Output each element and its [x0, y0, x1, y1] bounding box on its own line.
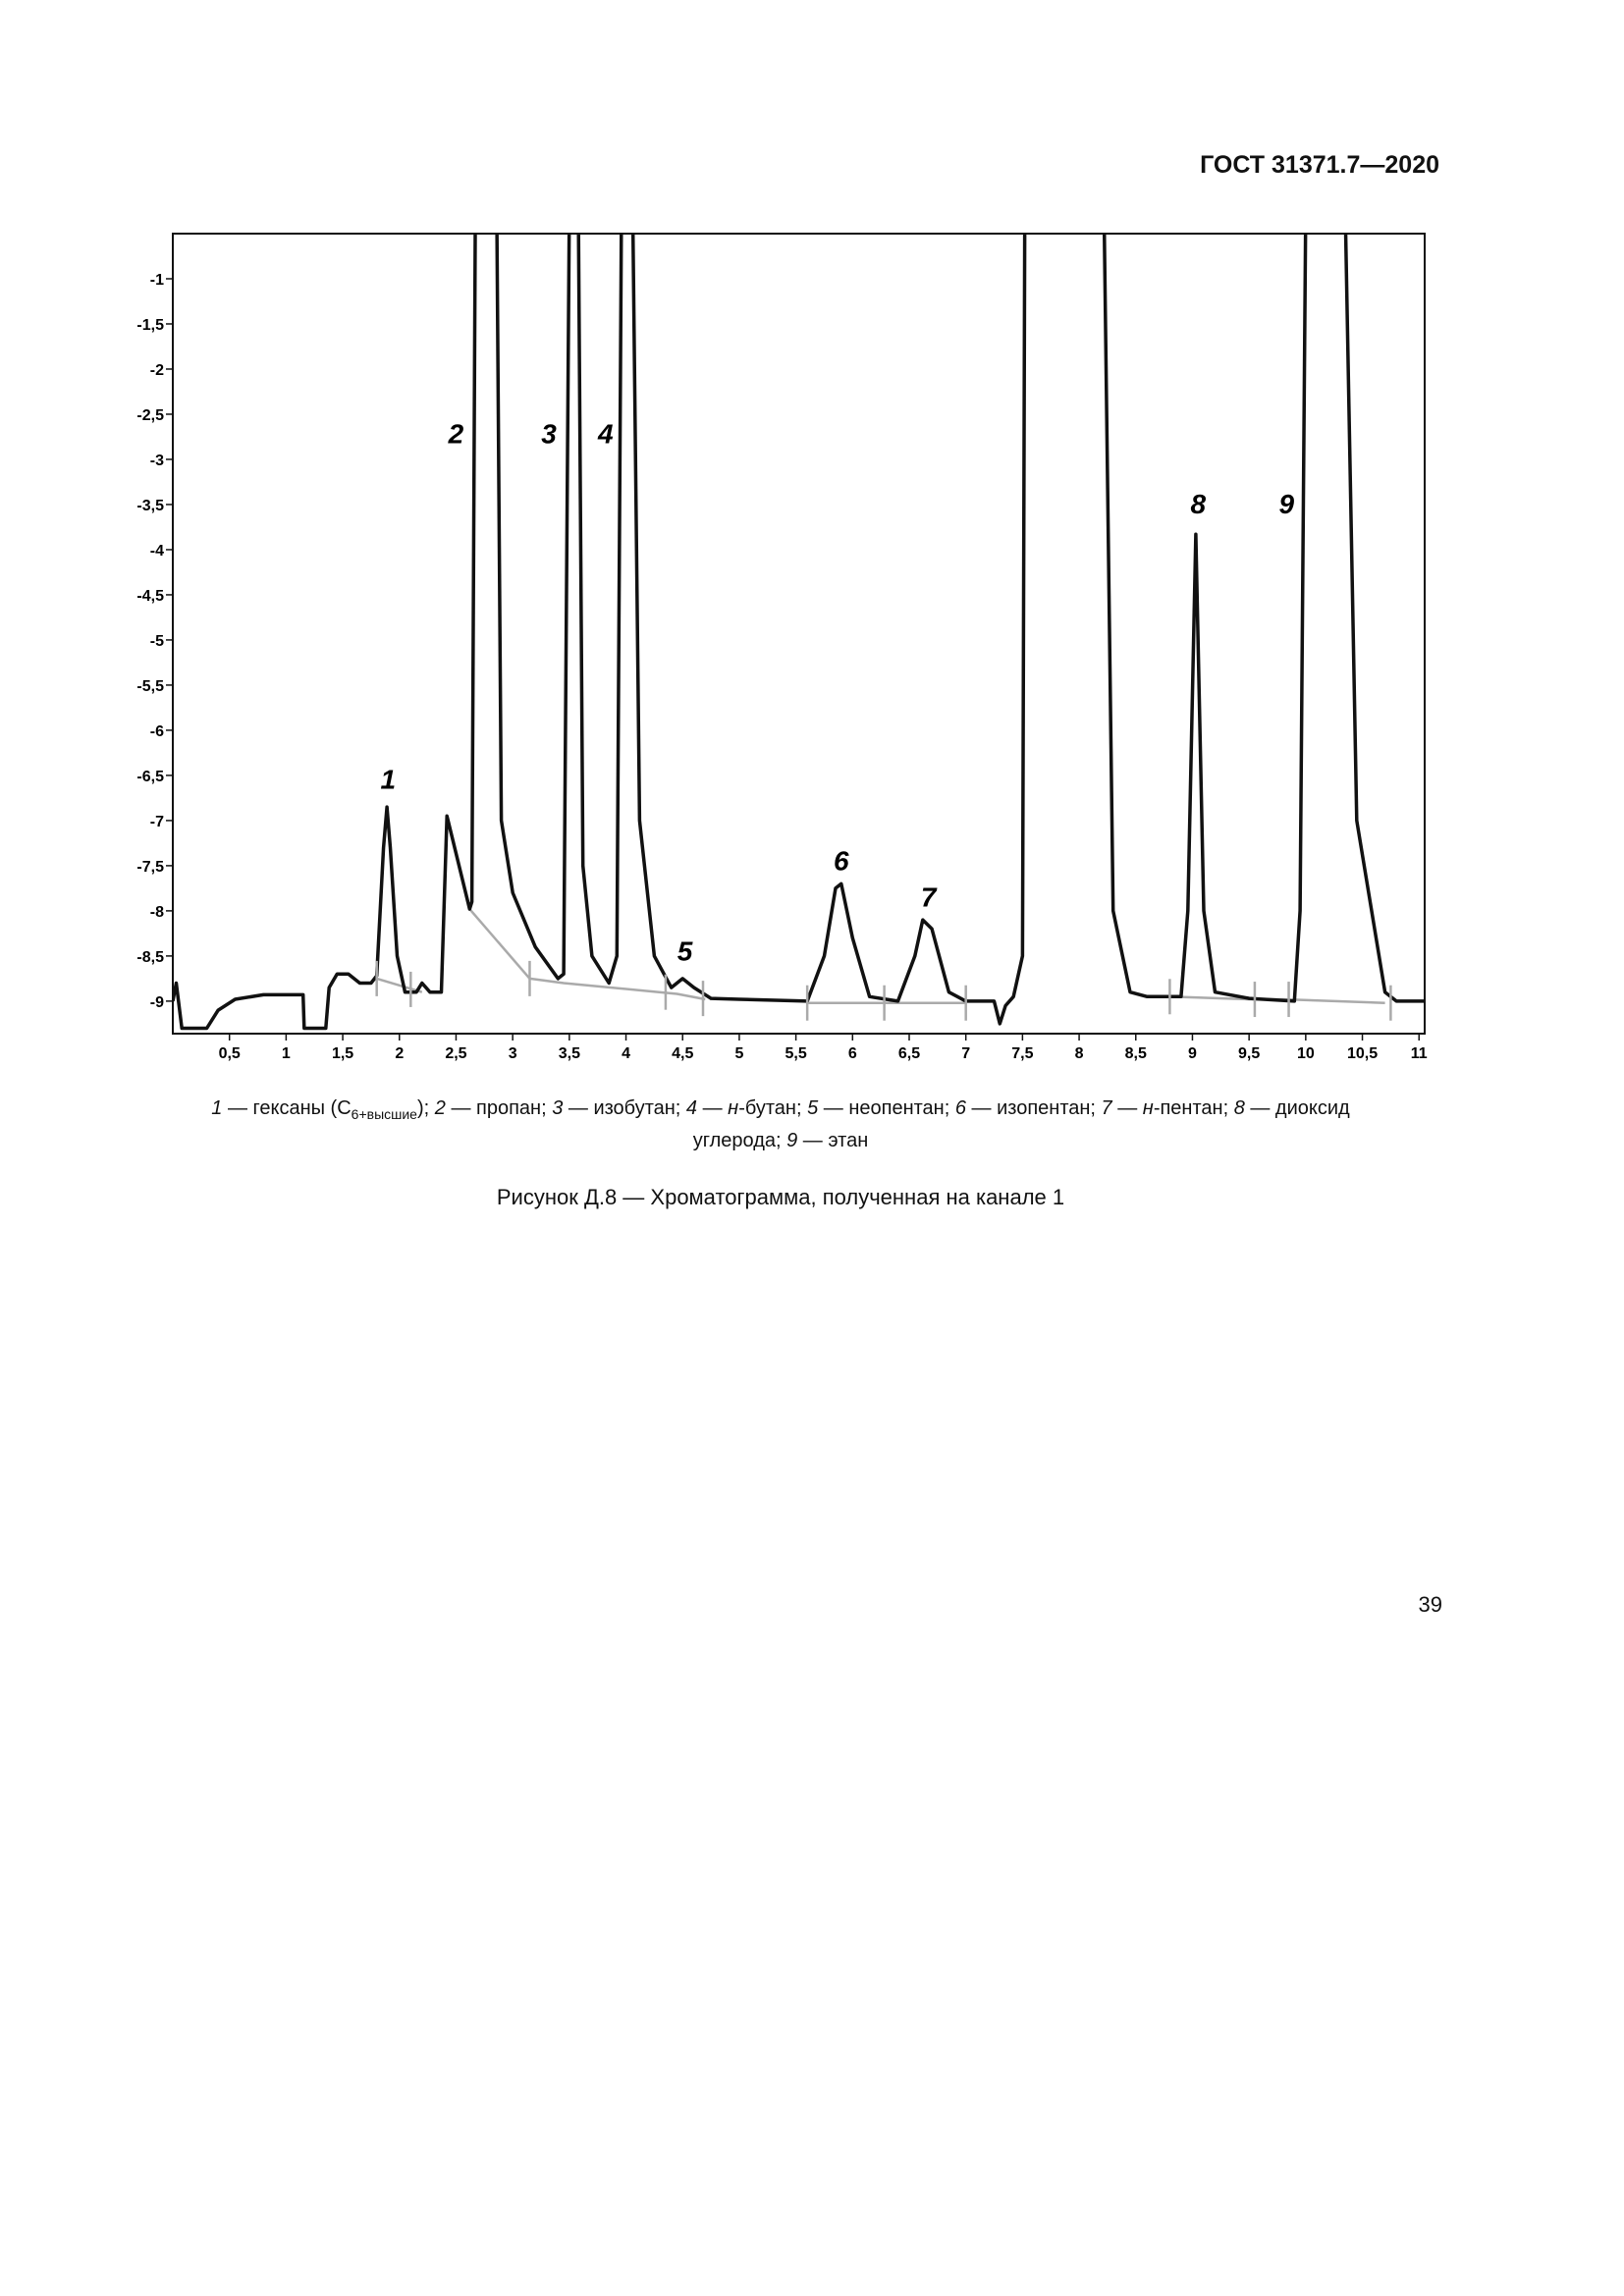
- y-tick-label: -8: [150, 904, 164, 921]
- x-tick-label: 6: [848, 1045, 857, 1062]
- legend-run: — неопентан;: [818, 1097, 955, 1119]
- y-tick-label: -5: [150, 633, 164, 650]
- y-tick-label: -3: [150, 453, 164, 469]
- x-tick-label: 2,5: [445, 1045, 466, 1062]
- y-tick-label: -3,5: [136, 498, 164, 514]
- legend-run: — гексаны (C: [222, 1097, 352, 1119]
- x-tick-label: 3: [509, 1045, 517, 1062]
- y-tick-label: -4: [150, 543, 164, 560]
- legend-run: 5: [807, 1097, 819, 1119]
- peak-label: 1: [380, 765, 396, 795]
- peak-label: 3: [541, 418, 557, 449]
- legend-line: углерода; 9 — этан: [98, 1128, 1463, 1154]
- y-tick-label: -4,5: [136, 588, 164, 605]
- x-tick-label: 3,5: [559, 1045, 580, 1062]
- figure-legend: 1 — гексаны (C6+высшие); 2 — пропан; 3 —…: [98, 1095, 1463, 1154]
- peak-label: 7: [921, 881, 938, 912]
- page-number: 39: [1418, 1592, 1442, 1617]
- legend-run: 7: [1101, 1097, 1112, 1119]
- legend-run: углерода;: [692, 1130, 787, 1151]
- legend-run: 6: [954, 1097, 966, 1119]
- legend-run: );: [416, 1097, 435, 1119]
- x-tick-label: 7: [961, 1045, 970, 1062]
- y-tick-label: -7: [150, 814, 164, 830]
- legend-run: —: [697, 1097, 729, 1119]
- y-tick-label: -2: [150, 362, 164, 379]
- figure-caption: Рисунок Д.8 — Хроматограмма, полученная …: [496, 1185, 1065, 1209]
- x-tick-label: 5,5: [785, 1045, 806, 1062]
- x-tick-label: 4,5: [672, 1045, 693, 1062]
- legend-run: — изопентан;: [965, 1097, 1102, 1119]
- legend-run: 8: [1233, 1097, 1245, 1119]
- signal-line: [173, 234, 1425, 1031]
- x-tick-label: 9,5: [1238, 1045, 1260, 1062]
- y-tick-label: -1: [150, 272, 164, 289]
- legend-run: н: [1142, 1097, 1154, 1119]
- peak-label: 9: [1278, 489, 1294, 519]
- x-tick-label: 5: [734, 1045, 743, 1062]
- x-tick-label: 11: [1411, 1045, 1428, 1062]
- peak-label: 4: [597, 418, 614, 449]
- x-tick-label: 8,5: [1125, 1045, 1147, 1062]
- baseline-line: [376, 908, 1385, 1004]
- chromatogram: -1 -1,5 -2 -2,5 -3 -3,5 -4 -4,5 -5 -5,5 -6 -6,5 -7 -7…: [136, 233, 1428, 1062]
- legend-run: 6+высшие: [351, 1106, 417, 1122]
- legend-run: — этан: [797, 1130, 869, 1151]
- legend-run: — диоксид: [1244, 1097, 1350, 1119]
- y-tick-label: -9: [150, 994, 164, 1011]
- y-tick-label: -2,5: [136, 407, 164, 424]
- legend-run: 3: [552, 1097, 564, 1119]
- x-tick-label: 4: [622, 1045, 630, 1062]
- plot-frame: [172, 233, 1426, 1035]
- legend-run: 1: [211, 1097, 223, 1119]
- x-tick-label: 10: [1297, 1045, 1315, 1062]
- standard-header: ГОСТ 31371.7—2020: [1200, 151, 1439, 179]
- y-tick-label: -5,5: [136, 678, 164, 695]
- y-tick-label: -8,5: [136, 949, 164, 966]
- x-tick-label: 6,5: [898, 1045, 920, 1062]
- legend-run: н: [728, 1097, 739, 1119]
- x-tick-label: 10,5: [1347, 1045, 1378, 1062]
- peak-label: 2: [448, 418, 464, 449]
- x-tick-label: 9: [1188, 1045, 1197, 1062]
- x-tick-label: 1: [282, 1045, 291, 1062]
- legend-run: — изобутан;: [563, 1097, 686, 1119]
- y-tick-label: -6: [150, 723, 164, 740]
- y-tick-label: -1,5: [136, 317, 164, 334]
- legend-run: -пентан;: [1153, 1097, 1234, 1119]
- peak-label: 8: [1190, 489, 1206, 519]
- peak-label: 5: [677, 935, 693, 966]
- legend-run: 2: [434, 1097, 446, 1119]
- legend-run: 4: [685, 1097, 698, 1119]
- x-tick-label: 1,5: [332, 1045, 353, 1062]
- legend-run: — пропан;: [445, 1097, 553, 1119]
- x-tick-label: 0,5: [219, 1045, 241, 1062]
- legend-run: —: [1111, 1097, 1143, 1119]
- x-tick-label: 7,5: [1011, 1045, 1033, 1062]
- x-tick-label: 8: [1075, 1045, 1084, 1062]
- y-tick-label: -6,5: [136, 769, 164, 785]
- legend-run: 9: [786, 1130, 798, 1151]
- peak-label: 6: [834, 846, 849, 877]
- legend-run: -бутан;: [738, 1097, 808, 1119]
- legend-line: 1 — гексаны (C6+высшие); 2 — пропан; 3 —…: [98, 1095, 1463, 1128]
- x-tick-label: 2: [395, 1045, 404, 1062]
- y-tick-label: -7,5: [136, 859, 164, 876]
